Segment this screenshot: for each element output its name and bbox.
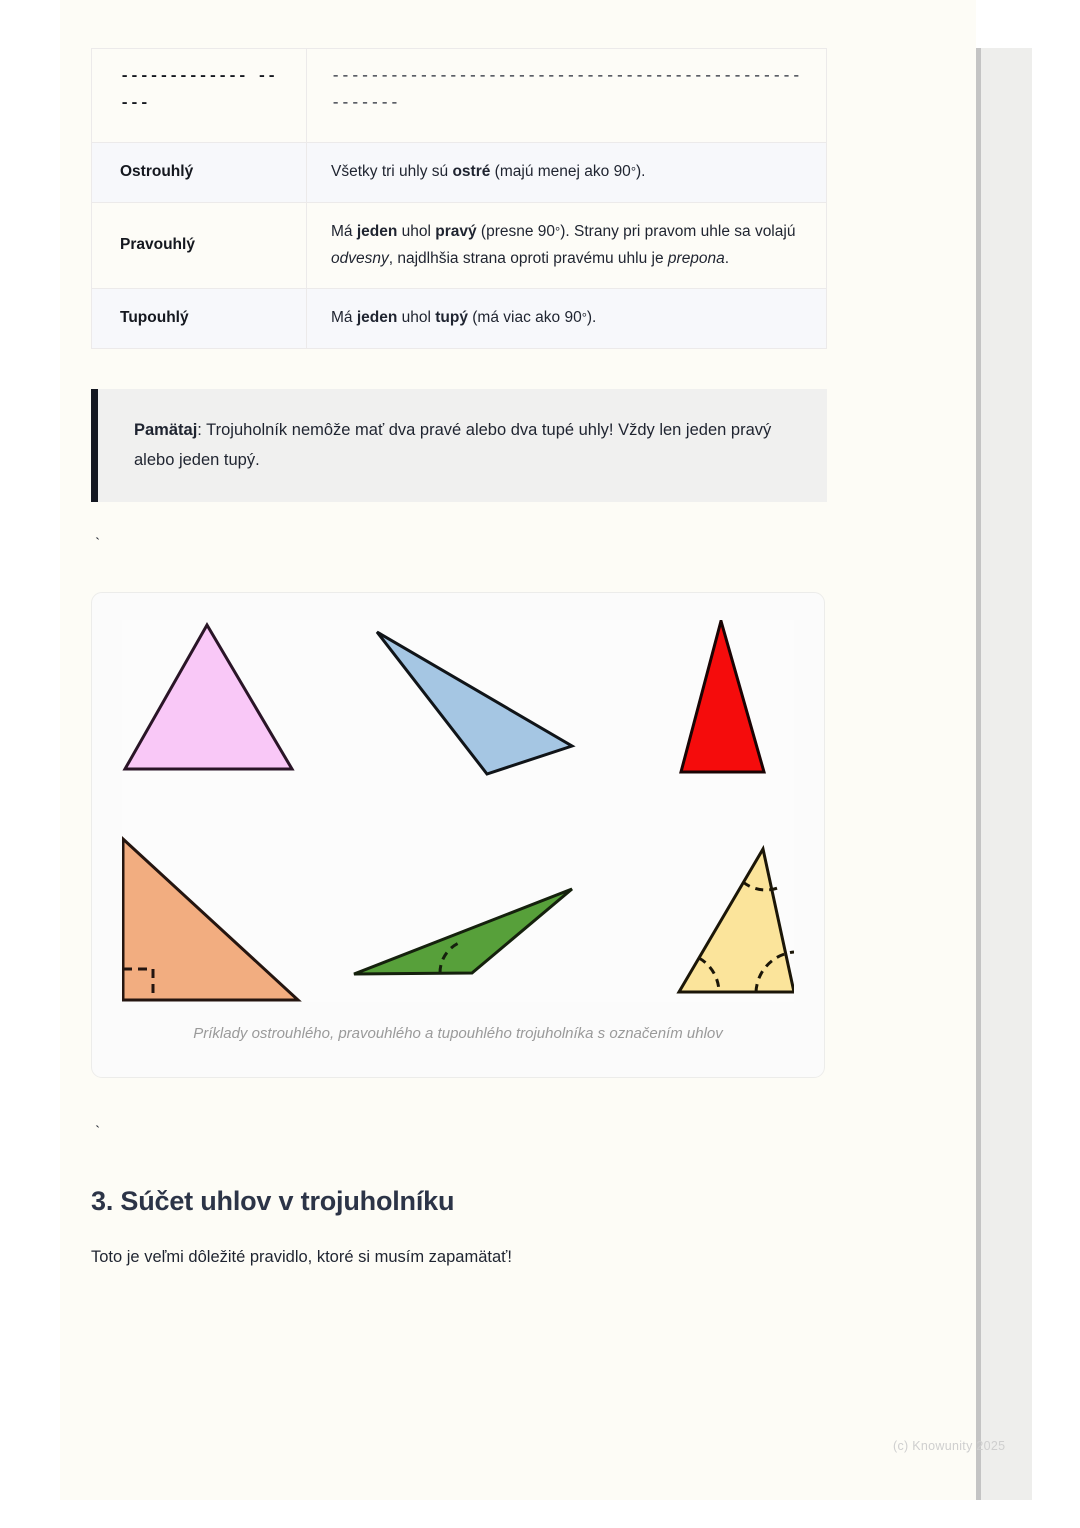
obtuse-angle-arc-icon <box>438 940 462 974</box>
table-cell-name-obtuse: Tupouhlý <box>91 288 307 349</box>
text-fragment: , najdlhšia strana oproti pravému uhlu j… <box>388 249 668 267</box>
text-italic: odvesny <box>331 249 389 267</box>
triangles-illustration <box>122 619 794 1002</box>
table-row: Ostrouhlý Všetky tri uhly sú ostré (majú… <box>91 142 827 203</box>
text-fragment: (presne 90 <box>476 222 556 240</box>
text-italic: prepona <box>667 249 725 267</box>
text-fragment: . <box>724 249 730 267</box>
text-fragment: ). <box>636 163 646 181</box>
acute-triangle-yellow-icon <box>676 844 794 994</box>
right-angle-marker-icon <box>123 967 155 1000</box>
text-fragment: ). Strany pri pravom uhle sa volajú <box>560 222 796 240</box>
yellow-angle-arc-left-icon <box>698 956 721 993</box>
left-margin <box>0 0 60 1528</box>
text-bold: pravý <box>435 222 477 240</box>
stray-backtick-1: ` <box>93 535 103 553</box>
copyright-watermark: (c) Knowunity 2025 <box>893 1439 1006 1453</box>
figure-card: Príklady ostrouhlého, pravouhlého a tupo… <box>91 591 825 1079</box>
obtuse-triangle-blue-icon <box>375 630 576 776</box>
acute-triangle-pink-icon <box>122 621 295 771</box>
text-fragment: ). <box>586 309 597 327</box>
table-cell-name-acute: Ostrouhlý <box>91 142 307 203</box>
text-fragment: Má <box>331 222 357 240</box>
table-row: Pravouhlý Má jeden uhol pravý (presne 90… <box>91 201 827 290</box>
right-triangle-orange-icon <box>122 836 302 1002</box>
acute-triangle-red-icon <box>679 619 766 774</box>
text-bold: tupý <box>435 309 468 327</box>
table-cell-name-dashes: ------------- ----- <box>91 47 307 144</box>
obtuse-triangle-green-icon <box>353 887 573 976</box>
text-fragment: Má <box>331 309 357 327</box>
stray-backtick-2: ` <box>93 1124 103 1142</box>
callout-colon: : <box>197 420 207 439</box>
table-cell-desc-right: Má jeden uhol pravý (presne 90°). Strany… <box>306 201 827 290</box>
text-fragment: Všetky tri uhly sú <box>331 163 453 181</box>
remember-callout: Pamätaj: Trojuholník nemôže mať dva prav… <box>91 388 827 502</box>
table-cell-desc-acute: Všetky tri uhly sú ostré (majú menej ako… <box>306 142 827 203</box>
table-cell-desc-obtuse: Má jeden uhol tupý (má viac ako 90°). <box>306 288 827 349</box>
document-content: ------------- ----- --------------------… <box>91 0 827 1271</box>
figure-caption: Príklady ostrouhlého, pravouhlého a tupo… <box>193 1024 723 1042</box>
section-paragraph: Toto je veľmi dôležité pravidlo, ktoré s… <box>91 1248 512 1267</box>
text-bold: ostré <box>452 163 491 181</box>
text-fragment: (majú menej ako 90 <box>490 163 631 181</box>
table-row: Tupouhlý Má jeden uhol tupý (má viac ako… <box>91 288 827 349</box>
degree-symbol: ° <box>555 223 561 239</box>
yellow-angle-arc-top-icon <box>742 880 781 892</box>
callout-text: Trojuholník nemôže mať dva pravé alebo d… <box>134 420 772 470</box>
yellow-angle-arc-right-icon <box>754 950 794 993</box>
table-row: ------------- ----- --------------------… <box>91 47 827 144</box>
section-heading: 3. Súčet uhlov v trojuholníku <box>91 1186 455 1217</box>
degree-symbol: ° <box>630 164 637 180</box>
text-bold: jeden <box>356 309 398 327</box>
vertical-scrollbar-thumb[interactable] <box>976 48 981 1500</box>
figure-image <box>122 619 794 1002</box>
degree-symbol: ° <box>581 310 587 326</box>
callout-label: Pamätaj <box>134 420 198 439</box>
table-cell-name-right: Pravouhlý <box>91 201 307 290</box>
text-bold: jeden <box>356 222 398 240</box>
table-cell-desc-dashes: ----------------------------------------… <box>306 47 827 144</box>
text-fragment: uhol <box>397 309 436 327</box>
text-fragment: (má viac ako 90 <box>467 309 582 327</box>
triangle-types-table: ------------- ----- --------------------… <box>91 47 827 349</box>
text-fragment: uhol <box>397 222 436 240</box>
vertical-scrollbar-track[interactable] <box>976 48 1032 1500</box>
